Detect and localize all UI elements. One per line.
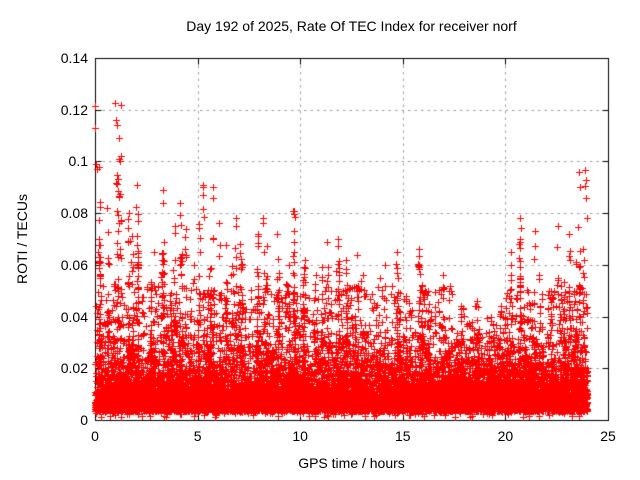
- y-tick-label: 0.06: [60, 256, 88, 273]
- y-axis-label: ROTI / TECUs: [14, 194, 30, 284]
- y-tick-label: 0.02: [60, 360, 88, 377]
- x-axis-label: GPS time / hours: [298, 455, 405, 471]
- y-tick-label: 0: [80, 412, 88, 428]
- y-tick-label: 0.12: [60, 101, 88, 118]
- chart-title: Day 192 of 2025, Rate Of TEC Index for r…: [186, 18, 517, 34]
- x-tick-label: 20: [497, 428, 514, 444]
- x-tick-label: 10: [292, 428, 308, 444]
- y-tick-label: 0.1: [68, 153, 88, 170]
- y-tick-label: 0.04: [60, 308, 88, 325]
- x-tick-label: 25: [600, 428, 616, 444]
- x-tick-label: 5: [193, 428, 202, 444]
- x-tick-label: 15: [395, 428, 411, 444]
- y-tick-label: 0.08: [60, 205, 88, 222]
- x-tick-label: 0: [91, 428, 99, 444]
- y-tick-label: 0.14: [60, 50, 88, 66]
